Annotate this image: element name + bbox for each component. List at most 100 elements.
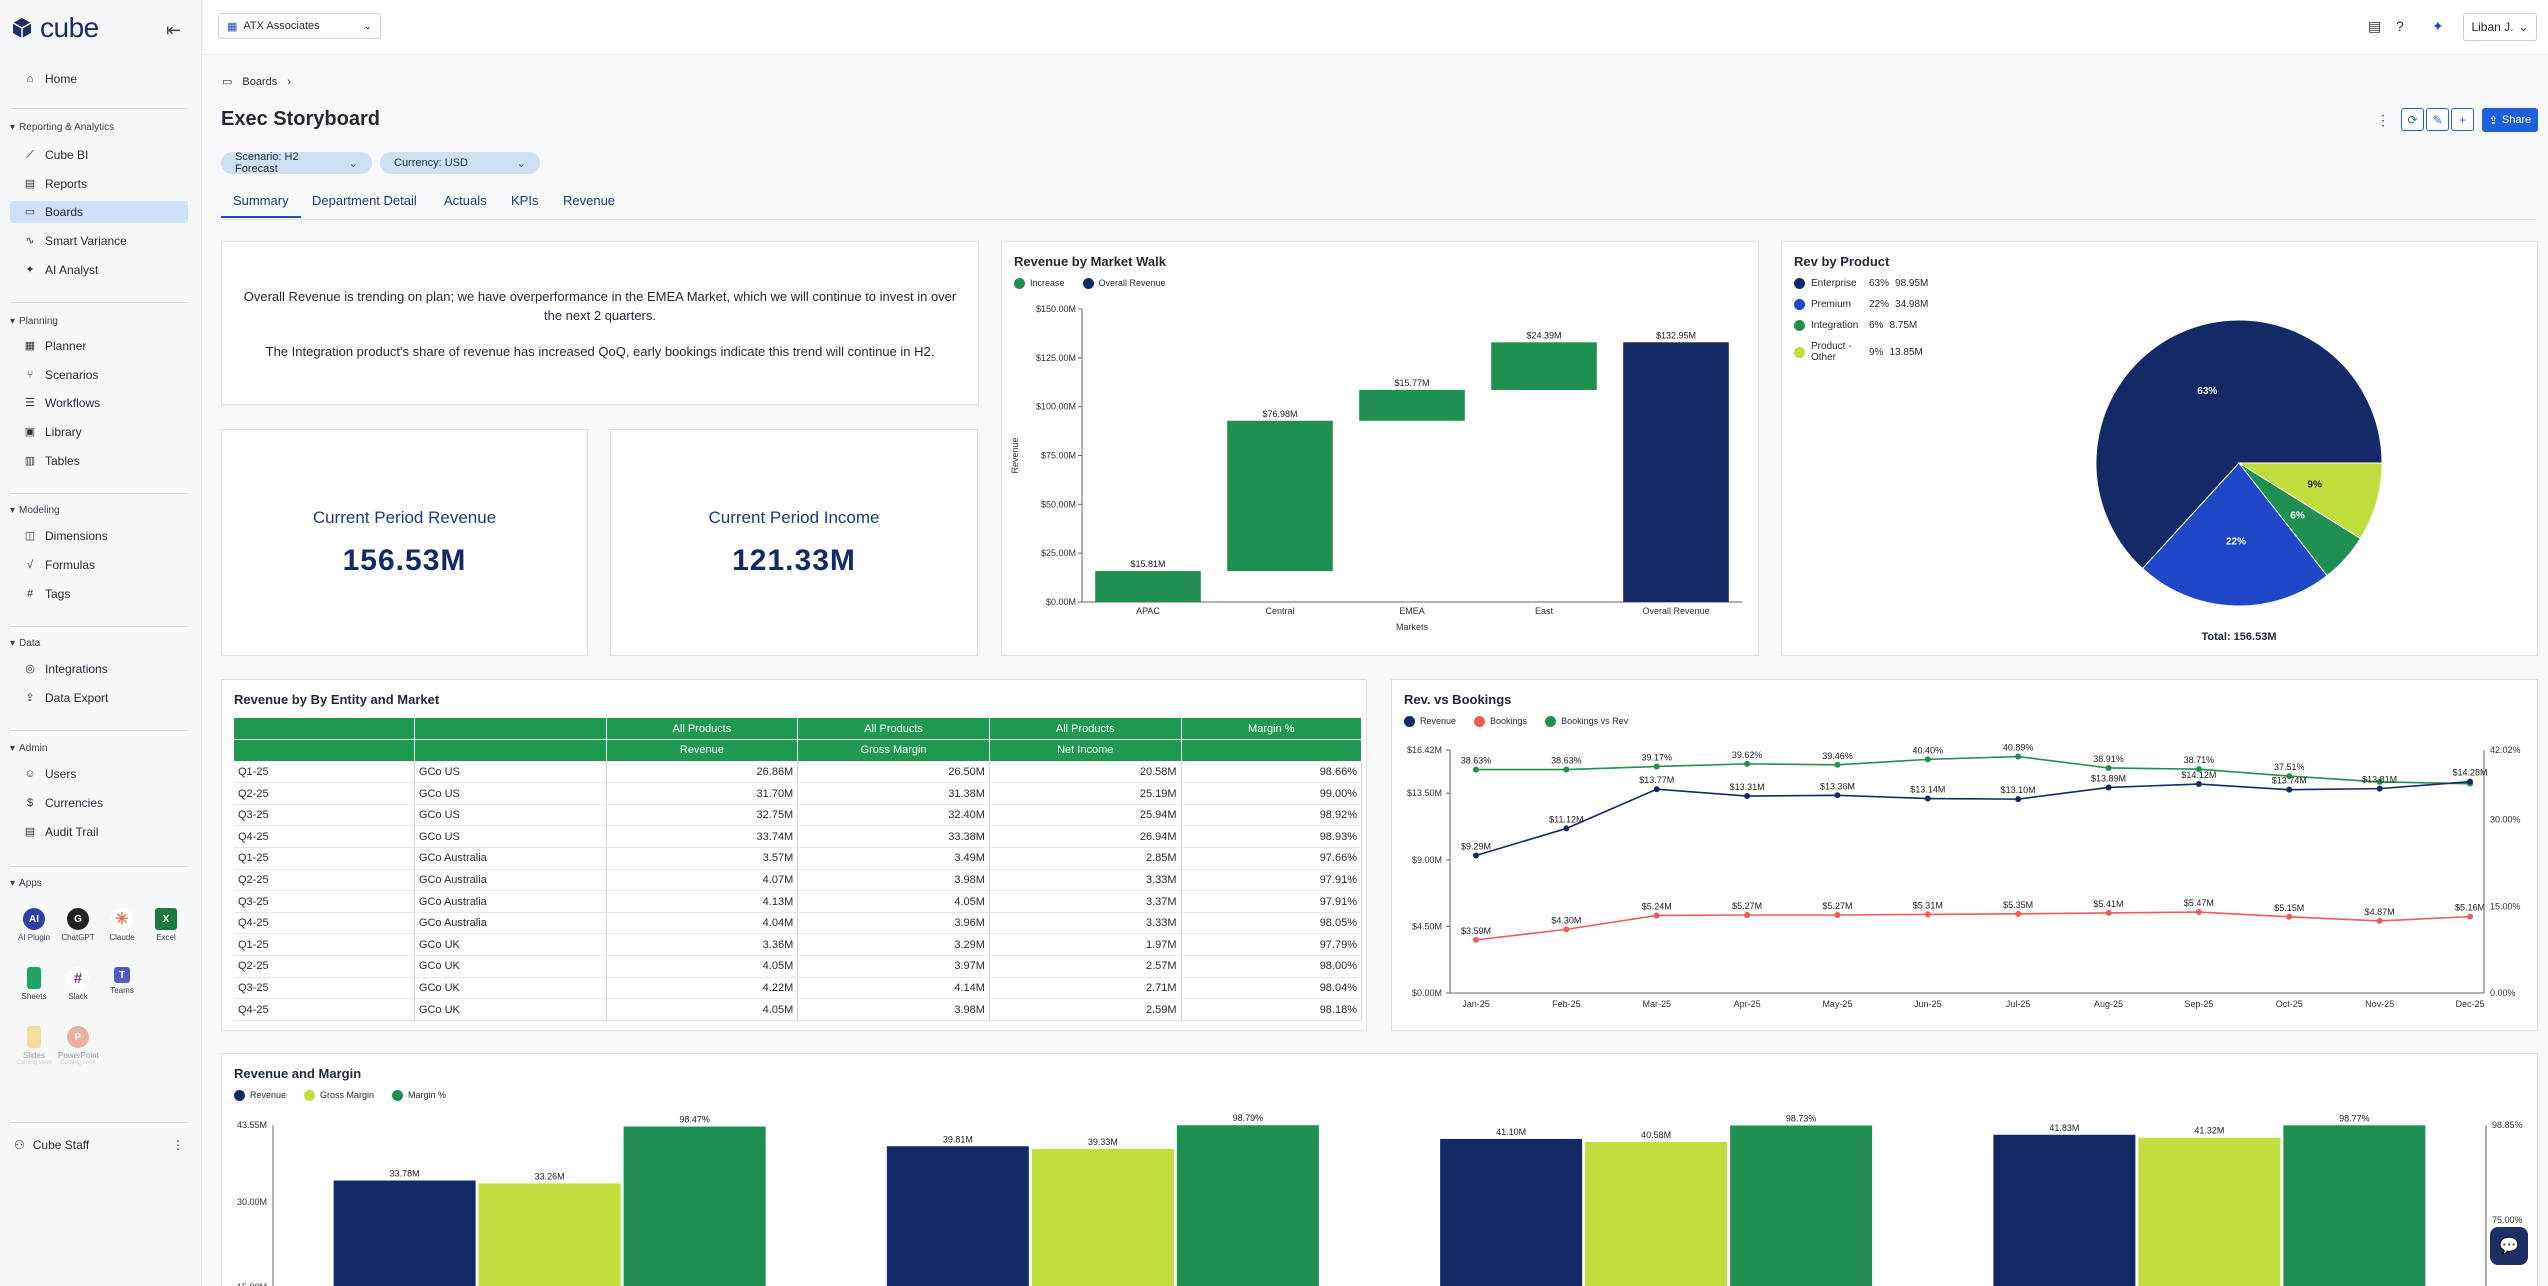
table-cell: Q2-25	[234, 869, 415, 892]
tab-summary[interactable]: Summary	[221, 193, 301, 218]
legend-item[interactable]: Revenue	[234, 1090, 286, 1102]
legend-item[interactable]: Increase	[1014, 278, 1065, 290]
sidebar-item-label: Formulas	[45, 558, 96, 572]
section-apps[interactable]: ▾ Apps	[10, 878, 42, 889]
sidebar-item-formulas[interactable]: √ Formulas	[10, 554, 188, 576]
table-row[interactable]: Q3-25 GCo Australia 4.13M 4.05M 3.37M 97.91%	[234, 890, 1363, 913]
sidebar-item-users[interactable]: ☺ Users	[10, 763, 188, 785]
table-row[interactable]: Q2-25 GCo US 31.70M 31.38M 25.19M 99.00%	[234, 782, 1363, 805]
legend-pct: 22%	[1869, 299, 1890, 310]
sidebar-item-workflows[interactable]: ☰ Workflows	[10, 392, 188, 414]
legend-item[interactable]: Bookings vs Rev	[1545, 716, 1628, 728]
breadcrumb-boards[interactable]: Boards	[242, 75, 278, 88]
legend-item[interactable]: Overall Revenue	[1082, 278, 1166, 290]
pie-legend-item[interactable]: Product - Other 9% 13.85M	[1794, 341, 1923, 363]
collapse-sidebar-icon[interactable]: ⇤	[166, 20, 182, 40]
section-reporting[interactable]: ▾ Reporting & Analytics	[10, 122, 114, 133]
sidebar-item-tags[interactable]: # Tags	[10, 583, 188, 605]
table-row[interactable]: Q1-25 GCo US 26.86M 26.50M 20.58M 98.66%	[234, 761, 1363, 784]
app-excel[interactable]: X Excel	[146, 908, 186, 942]
share-icon: ⇪	[2488, 114, 2498, 127]
sidebar-item-reports[interactable]: ▤ Reports	[10, 173, 188, 195]
sidebar-item-scenarios[interactable]: ⑂ Scenarios	[10, 364, 188, 386]
margin-bar	[1031, 1148, 1174, 1286]
chat-button[interactable]: 💬	[2490, 1227, 2528, 1265]
scenario-filter[interactable]: Scenario: H2 Forecast ⌄	[221, 151, 372, 175]
table-cell: 97.79%	[1181, 933, 1363, 957]
chevron-right-icon: ›	[287, 75, 291, 88]
ratio-label: 39.62%	[1732, 750, 1763, 760]
bar-value-label: $24.39M	[1526, 330, 1561, 340]
sidebar-item-ai-analyst[interactable]: ✦ AI Analyst	[10, 259, 188, 281]
app-sheets[interactable]: Sheets	[14, 967, 54, 1001]
sidebar-item-library[interactable]: ▣ Library	[10, 421, 188, 443]
table-row[interactable]: Q4-25 GCo Australia 4.04M 3.96M 3.33M 98.05%	[234, 912, 1363, 935]
entity-table-card: Revenue by By Entity and Market All Prod…	[221, 679, 1367, 1031]
table-row[interactable]: Q2-25 GCo Australia 4.07M 3.98M 3.33M 97.91%	[234, 869, 1363, 892]
app-teams[interactable]: T Teams	[102, 967, 142, 995]
document-icon: ▤	[24, 178, 36, 190]
sidebar-item-label: Home	[45, 72, 78, 86]
sidebar-item-cube-bi[interactable]: ⟋ Cube BI	[10, 144, 188, 166]
legend-label: Integration	[1811, 320, 1859, 331]
share-button[interactable]: ⇪ Share	[2482, 108, 2538, 132]
sidebar-item-planner[interactable]: ▦ Planner	[10, 335, 188, 357]
table-cell: GCo Australia	[414, 847, 607, 870]
chevron-down-icon: ⌄	[363, 20, 372, 32]
sidebar-item-dimensions[interactable]: ◫ Dimensions	[10, 525, 188, 547]
pie-legend-item[interactable]: Integration 6% 8.75M	[1794, 320, 1917, 331]
calendar-icon[interactable]: ▤	[2368, 18, 2382, 34]
table-row[interactable]: Q2-25 GCo UK 4.05M 3.97M 2.57M 98.00%	[234, 955, 1363, 978]
pie-legend-item[interactable]: Enterprise 63% 98.95M	[1794, 278, 1928, 289]
sidebar-item-currencies[interactable]: $ Currencies	[10, 792, 188, 814]
ai-assistant-icon[interactable]: ✦	[2432, 18, 2444, 34]
app-ai-plugin[interactable]: AI AI Plugin	[14, 908, 54, 942]
table-row[interactable]: Q1-25 GCo UK 3.36M 3.29M 1.97M 97.79%	[234, 933, 1363, 957]
table-row[interactable]: Q4-25 GCo UK 4.05M 3.98M 2.59M 98.18%	[234, 998, 1363, 1021]
sidebar-item-smart-variance[interactable]: ∿ Smart Variance	[10, 230, 188, 252]
pie-total-label: Total: 156.53M	[2202, 631, 2277, 643]
y-axis-label: Revenue	[1010, 437, 1020, 473]
tab-kpis[interactable]: KPIs	[511, 193, 539, 208]
section-data[interactable]: ▾ Data	[10, 638, 40, 649]
app-slack[interactable]: # Slack	[58, 967, 98, 1001]
table-row[interactable]: Q4-25 GCo US 33.74M 33.38M 26.94M 98.93%	[234, 825, 1363, 849]
legend-item[interactable]: Revenue	[1404, 716, 1456, 728]
table-row[interactable]: Q3-25 GCo US 32.75M 32.40M 25.94M 98.92%	[234, 804, 1363, 827]
breadcrumb[interactable]: ▭ Boards ›	[222, 75, 291, 89]
section-admin[interactable]: ▾ Admin	[10, 743, 47, 754]
section-planning[interactable]: ▾ Planning	[10, 316, 58, 327]
pie-legend-item[interactable]: Premium 22% 34.98M	[1794, 299, 1928, 310]
more-vertical-icon[interactable]: ⋮	[2376, 112, 2390, 128]
more-vertical-icon[interactable]: ⋮	[172, 1138, 184, 1152]
add-button[interactable]: +	[2451, 108, 2474, 131]
edit-button[interactable]: ✎	[2426, 108, 2449, 131]
user-menu[interactable]: Liban J. ⌄	[2463, 13, 2537, 41]
section-modeling[interactable]: ▾ Modeling	[10, 505, 60, 516]
sidebar-item-home[interactable]: ⌂ Home	[10, 68, 188, 90]
waterfall-bar	[1359, 389, 1465, 421]
app-claude[interactable]: ✳ Claude	[102, 908, 142, 942]
tab-revenue[interactable]: Revenue	[563, 193, 616, 208]
sidebar-item-tables[interactable]: ▥ Tables	[10, 450, 188, 472]
app-chatgpt[interactable]: G ChatGPT	[58, 908, 98, 942]
cube-logo[interactable]: cube	[10, 12, 99, 44]
legend-item[interactable]: Bookings	[1474, 716, 1527, 728]
help-icon[interactable]: ?	[2396, 18, 2404, 34]
refresh-button[interactable]: ⟳	[2401, 108, 2424, 131]
legend-item[interactable]: Gross Margin	[304, 1090, 374, 1102]
sidebar-item-data-export[interactable]: ⇪ Data Export	[10, 687, 188, 709]
legend-item[interactable]: Margin %	[392, 1090, 446, 1102]
table-row[interactable]: Q3-25 GCo UK 4.22M 4.14M 2.71M 98.04%	[234, 977, 1363, 1000]
currency-filter[interactable]: Currency: USD ⌄	[380, 152, 540, 174]
table-cell: 2.59M	[989, 998, 1182, 1021]
table-row[interactable]: Q1-25 GCo Australia 3.57M 3.49M 2.85M 97.66%	[234, 847, 1363, 870]
tab-department-detail[interactable]: Department Detail	[312, 193, 417, 208]
bar-value-label: 41.83M	[2049, 1123, 2079, 1133]
staff-menu[interactable]: ⚇ Cube Staff ⋮	[14, 1138, 184, 1152]
sidebar-item-audit-trail[interactable]: ▤ Audit Trail	[10, 821, 188, 843]
sidebar-item-boards[interactable]: ▭ Boards	[10, 201, 188, 223]
entity-selector[interactable]: ▦ ATX Associates ⌄	[218, 13, 381, 39]
tab-actuals[interactable]: Actuals	[444, 193, 487, 208]
sidebar-item-integrations[interactable]: ◎ Integrations	[10, 658, 188, 680]
